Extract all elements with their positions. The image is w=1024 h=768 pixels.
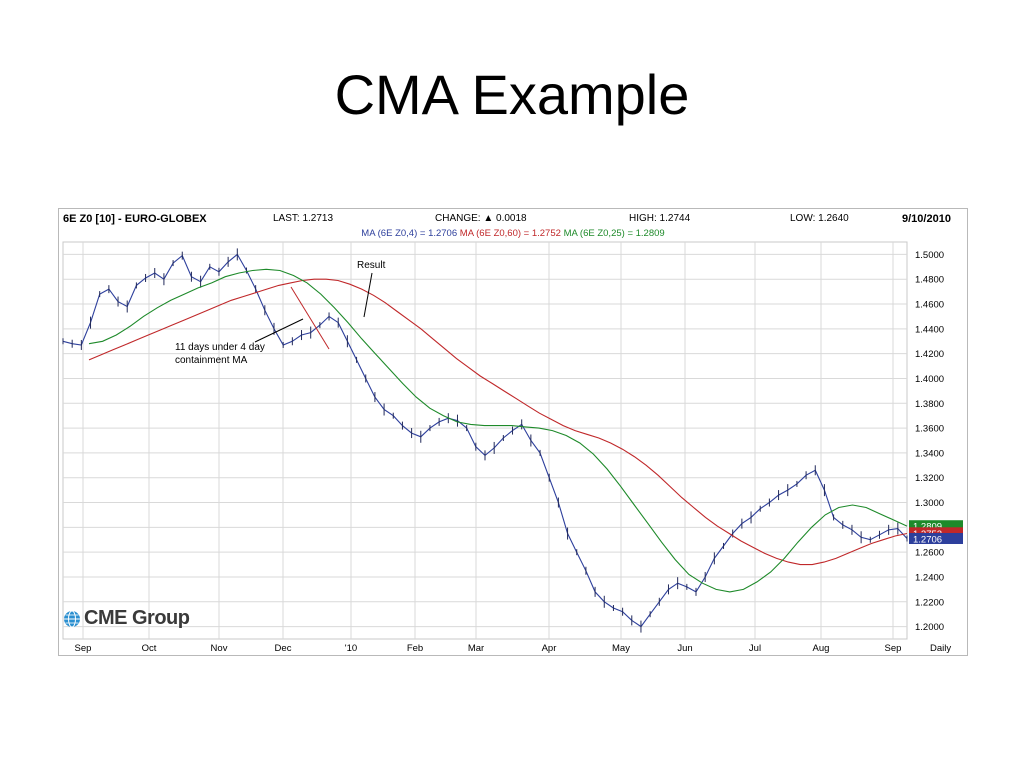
legend-ma60: MA (6E Z0,60) = 1.2752: [459, 228, 561, 239]
x-tick-label: Feb: [407, 643, 423, 654]
x-tick-label: May: [612, 643, 630, 654]
x-tick-label: Jun: [677, 643, 692, 654]
cme-logo: CME Group: [63, 607, 190, 630]
y-tick-label: 1.2200: [915, 597, 944, 608]
annotation-line-2: containment MA: [175, 355, 248, 366]
price-chart: 1.5000 1.4800 1.4600 1.4400 1.4200 1.4000 1.38…: [62, 241, 963, 654]
series-line: [88, 268, 908, 593]
price-tag: [909, 520, 963, 532]
highlight-trendline: [290, 286, 330, 350]
annotation-line-1: 11 days under 4 day: [175, 342, 265, 353]
x-tick-label: Sep: [75, 643, 92, 654]
legend-ma25: MA (6E Z0,25) = 1.2809: [563, 228, 665, 239]
last-price-label: LAST: 1.2713: [273, 213, 334, 224]
x-tick-label: Dec: [275, 643, 292, 654]
annotation-pointer-days: [254, 318, 304, 343]
high-label: HIGH: 1.2744: [629, 213, 691, 224]
x-tick-label: Sep: [885, 643, 902, 654]
x-tick-label: Apr: [542, 643, 557, 654]
price-tag: [909, 527, 963, 539]
slide-title: CMA Example: [334, 63, 690, 126]
globe-icon: [64, 610, 80, 627]
x-tick-label: Aug: [813, 643, 830, 654]
x-tick-label: Daily: [930, 643, 951, 654]
y-tick-label: 1.3200: [915, 473, 944, 484]
y-tick-label: 1.4400: [915, 324, 944, 335]
x-tick-label: Oct: [142, 643, 157, 654]
annotation-days-under: 11 days under 4 day containment MA: [175, 341, 305, 367]
x-tick-label: '10: [345, 643, 357, 654]
plot-area: [62, 241, 908, 640]
annotation-pointer-result: [363, 272, 373, 318]
chart-panel: 6E Z0 [10] - EURO-GLOBEX LAST: 1.2713 CH…: [58, 208, 968, 656]
y-tick-label: 1.4600: [915, 300, 944, 311]
x-tick-label: Jul: [749, 643, 761, 654]
change-label: CHANGE: ▲ 0.0018: [435, 213, 527, 224]
y-tick-label: 1.3800: [915, 399, 944, 410]
price-tag: [909, 533, 963, 545]
series-line: [62, 253, 908, 628]
y-tick-label: 1.4800: [915, 275, 944, 286]
ma-legend: MA (6E Z0,4) = 1.2706 MA (6E Z0,60) = 1.…: [59, 228, 967, 239]
annotation-result: Result: [357, 260, 386, 271]
x-tick-label: Mar: [468, 643, 484, 654]
y-tick-label: 1.4000: [915, 374, 944, 385]
y-tick-label: 1.2000: [915, 622, 944, 633]
legend-ma4: MA (6E Z0,4) = 1.2706: [361, 228, 458, 239]
symbol-label: 6E Z0 [10] - EURO-GLOBEX: [63, 213, 207, 225]
y-tick-label: 1.2400: [915, 572, 944, 583]
y-tick-label: 1.3600: [915, 424, 944, 435]
price-tag-label: 1.2706: [913, 535, 942, 546]
low-label: LOW: 1.2640: [790, 213, 849, 224]
y-tick-label: 1.5000: [915, 250, 944, 261]
series-line: [88, 278, 908, 566]
cme-logo-text: CME Group: [84, 607, 190, 629]
y-tick-label: 1.4200: [915, 349, 944, 360]
x-tick-label: Nov: [211, 643, 228, 654]
y-tick-label: 1.2600: [915, 548, 944, 559]
y-tick-label: 1.3400: [915, 448, 944, 459]
y-tick-label: 1.3000: [915, 498, 944, 509]
date-label: 9/10/2010: [902, 213, 951, 225]
price-tag-label: 1.2809: [913, 522, 942, 533]
